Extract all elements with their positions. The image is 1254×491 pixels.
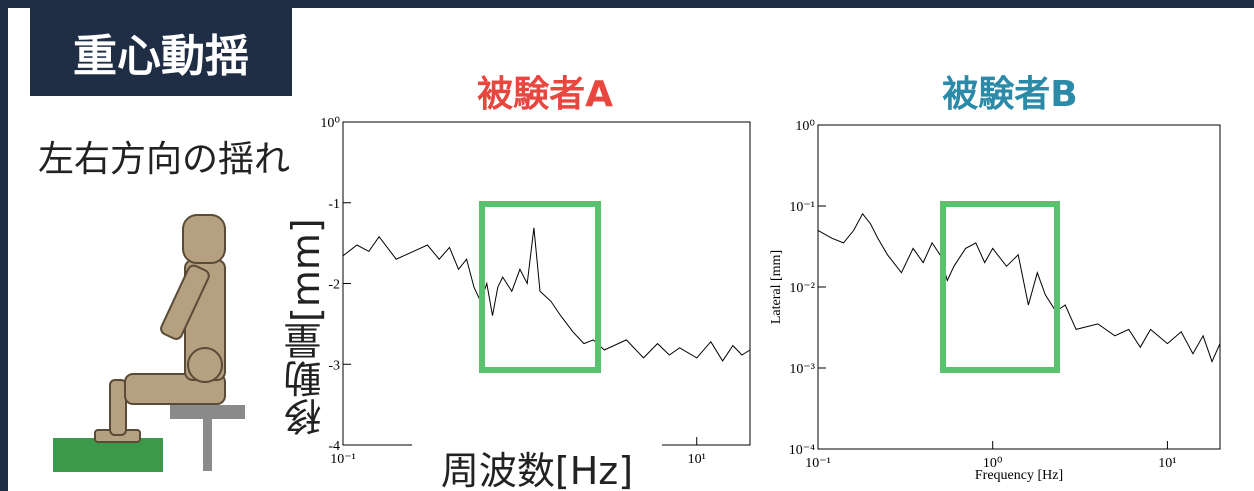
chart-title: 被験者A (477, 74, 613, 115)
x-tick-label: 10⁻¹ (330, 452, 356, 467)
plots: 被験者A10⁰-1-2-3-410⁻¹10¹被験者B10⁰10⁻¹10⁻²10⁻… (0, 0, 1254, 491)
x-axis-label: Frequency [Hz] (975, 468, 1063, 483)
x-tick-label: 10⁻¹ (805, 456, 831, 471)
y-tick-label: 10⁰ (795, 119, 815, 134)
highlight-box (479, 201, 601, 373)
slide: 重心動揺 左右方向の揺れ 被験者A10⁰-1-2-3-410⁻¹10¹被験者B1… (0, 0, 1254, 491)
chart-title: 被験者B (942, 74, 1077, 115)
y-tick-label: 10⁻² (789, 281, 815, 296)
y-axis-label: Lateral [mm] (769, 250, 784, 324)
y-tick-label: 10⁻¹ (789, 200, 815, 215)
x-tick-label: 10¹ (1158, 456, 1176, 471)
y-tick-label: -1 (328, 197, 340, 212)
highlight-box (940, 201, 1060, 373)
y-axis-label: 移動量[mm] (278, 205, 324, 450)
x-tick-label: 10¹ (688, 452, 706, 467)
y-tick-label: 10⁰ (320, 116, 340, 131)
x-axis-label: 周波数[Hz] (412, 440, 662, 491)
y-tick-label: 10⁻³ (789, 362, 815, 377)
